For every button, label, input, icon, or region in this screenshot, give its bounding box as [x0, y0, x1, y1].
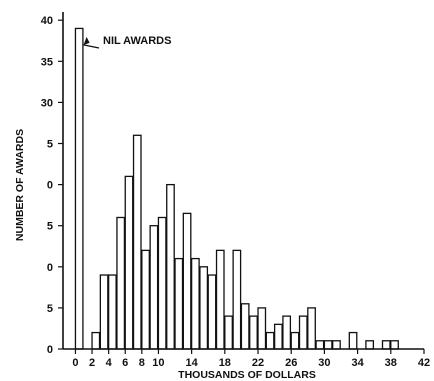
- x-tick-label-18: 18: [219, 357, 231, 369]
- histogram-bar-28: [315, 340, 325, 350]
- x-axis-label: THOUSANDS OF DOLLARS: [178, 369, 316, 381]
- histogram-bar-34: [390, 340, 399, 350]
- histogram-bar-20: [249, 315, 258, 350]
- histogram-bar-4: [116, 216, 126, 350]
- y-tick-label-15: 5: [47, 221, 53, 233]
- x-tick-label-38: 38: [385, 357, 397, 369]
- histogram-bar-13: [190, 257, 200, 350]
- nil-awards-arrow-line: [83, 44, 100, 49]
- histogram-bar-0: [74, 27, 84, 350]
- histogram-bar-12: [182, 212, 192, 350]
- annotation-layer: [83, 36, 100, 49]
- y-tick-label-30: 30: [41, 97, 53, 109]
- y-tick-label-40: 40: [41, 15, 53, 27]
- x-tick-label-4: 4: [106, 357, 113, 369]
- histogram-bar-24: [282, 315, 292, 350]
- y-axis-label: NUMBER OF AWARDS: [14, 129, 26, 241]
- histogram-bar-6: [132, 134, 142, 350]
- x-tick-label-6: 6: [122, 357, 128, 369]
- histogram-bar-21: [257, 307, 267, 350]
- x-tick-label-0: 0: [72, 357, 78, 369]
- histogram-bar-11: [174, 257, 184, 350]
- histogram-bar-14: [199, 266, 209, 350]
- y-tick-label-20: 0: [47, 180, 53, 192]
- histogram-bar-29: [323, 340, 333, 350]
- x-tick-label-34: 34: [351, 357, 364, 369]
- y-tick-label-0: 0: [47, 344, 53, 356]
- histogram-bar-9: [157, 216, 167, 350]
- x-tick-label-22: 22: [252, 357, 264, 369]
- histogram-bar-15: [207, 274, 217, 350]
- histogram-bar-23: [273, 323, 283, 350]
- histogram-bar-33: [381, 340, 391, 350]
- histogram-bar-32: [365, 340, 375, 350]
- histogram-bar-18: [232, 249, 242, 350]
- x-tick-label-14: 14: [186, 357, 199, 369]
- x-tick-label-26: 26: [285, 357, 297, 369]
- histogram-bar-3: [107, 274, 117, 350]
- histogram-bar-2: [99, 274, 109, 350]
- bars-layer: [74, 27, 399, 350]
- y-tick-label-5: 5: [47, 303, 53, 315]
- histogram-bar-5: [124, 175, 134, 350]
- histogram-bar-26: [298, 315, 308, 350]
- y-tick-label-10: 0: [47, 262, 53, 274]
- histogram-bar-7: [141, 249, 150, 350]
- y-tick-label-35: 35: [41, 56, 53, 68]
- histogram-bar-8: [149, 225, 159, 350]
- histogram-bar-25: [290, 331, 300, 350]
- histogram-bar-30: [332, 340, 341, 350]
- axes-layer: [62, 12, 424, 350]
- histogram-bar-31: [348, 331, 358, 350]
- nil-awards-arrow-head: [83, 36, 90, 45]
- x-tick-label-30: 30: [318, 357, 330, 369]
- histogram-bar-10: [166, 183, 175, 350]
- histogram-bar-22: [265, 331, 275, 350]
- histogram-bar-19: [240, 303, 250, 350]
- histogram-bar-17: [224, 315, 233, 350]
- y-tick-label-25: 5: [47, 139, 53, 151]
- nil-awards-label: NIL AWARDS: [103, 35, 171, 47]
- histogram-bar-16: [215, 249, 225, 350]
- x-tick-label-8: 8: [139, 357, 145, 369]
- x-tick-label-42: 42: [418, 357, 430, 369]
- histogram-bar-1: [91, 331, 101, 350]
- x-tick-label-2: 2: [89, 357, 95, 369]
- histogram-bar-27: [307, 307, 316, 350]
- x-tick-label-10: 10: [152, 357, 164, 369]
